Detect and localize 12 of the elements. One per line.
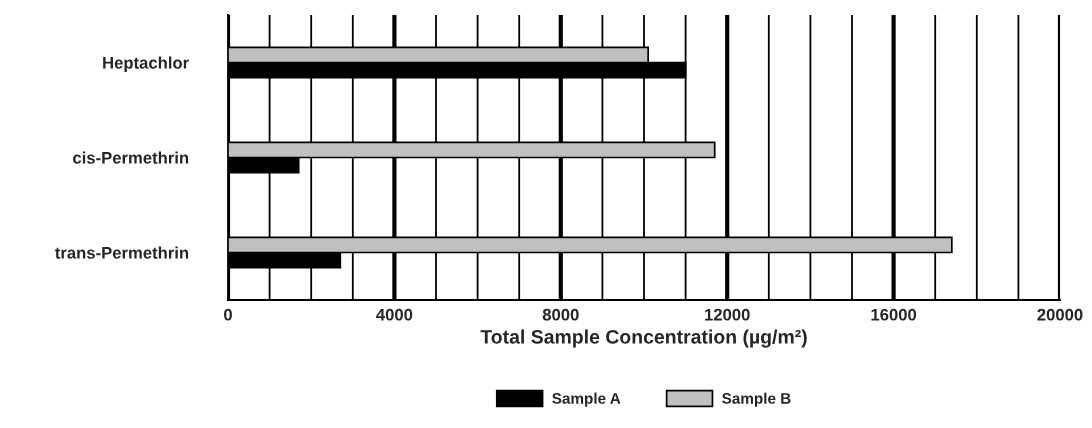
x-tick-label: 16000	[871, 308, 917, 321]
y-tick-label: cis-Permethrin	[73, 151, 189, 164]
x-tick-label: 20000	[1037, 308, 1083, 321]
x-tick-label: 8000	[542, 308, 579, 321]
x-axis-title: Total Sample Concentration (µg/m²)	[480, 329, 807, 348]
y-tick-label: Heptachlor	[103, 56, 189, 72]
x-tick-label: 0	[224, 308, 232, 321]
x-tick-label: 12000	[705, 308, 750, 321]
legend-label: Sample A	[552, 392, 621, 407]
legend-label: Sample B	[722, 392, 791, 407]
x-tick-label: 4000	[376, 308, 413, 321]
y-tick-label: trans-Permethrin	[55, 246, 189, 259]
